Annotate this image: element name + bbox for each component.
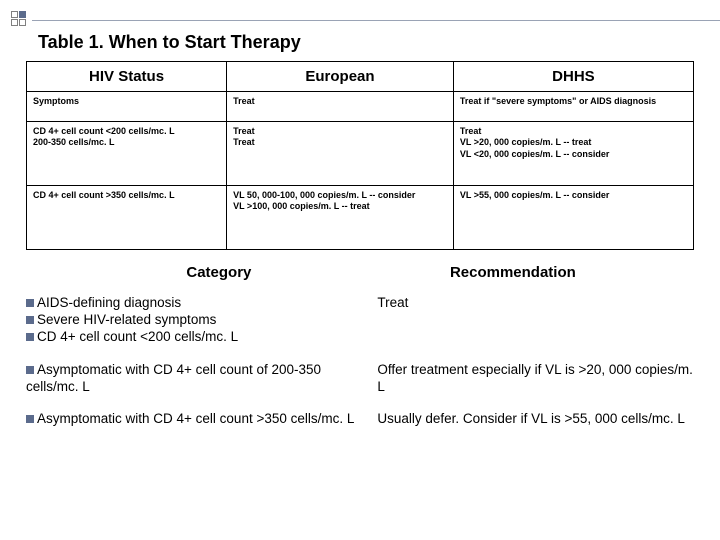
cell: CD 4+ cell count <200 cells/mc. L200-350…	[27, 122, 227, 186]
list-item: AIDS-defining diagnosisSevere HIV-relate…	[26, 295, 694, 346]
therapy-table: HIV Status European DHHS Symptoms Treat …	[26, 61, 694, 250]
table-title: Table 1. When to Start Therapy	[38, 32, 694, 53]
bullet-line: CD 4+ cell count <200 cells/mc. L	[26, 329, 373, 346]
cell: VL >55, 000 copies/m. L -- consider	[453, 186, 693, 250]
col-header-status: HIV Status	[27, 62, 227, 92]
category-cell: Asymptomatic with CD 4+ cell count >350 …	[26, 411, 373, 428]
slide: Table 1. When to Start Therapy HIV Statu…	[0, 0, 720, 452]
cell: TreatVL >20, 000 copies/m. L -- treatVL …	[453, 122, 693, 186]
recommendation-cell: Treat	[373, 295, 694, 346]
col-header-dhhs: DHHS	[453, 62, 693, 92]
category-cell: AIDS-defining diagnosisSevere HIV-relate…	[26, 295, 373, 346]
cell: CD 4+ cell count >350 cells/mc. L	[27, 186, 227, 250]
recommendation-cell: Offer treatment especially if VL is >20,…	[373, 362, 694, 396]
bullet-line: Asymptomatic with CD 4+ cell count of 20…	[26, 362, 373, 396]
cell: TreatTreat	[227, 122, 454, 186]
table-row: CD 4+ cell count <200 cells/mc. L200-350…	[27, 122, 694, 186]
category-cell: Asymptomatic with CD 4+ cell count of 20…	[26, 362, 373, 396]
recommendation-list: AIDS-defining diagnosisSevere HIV-relate…	[26, 295, 694, 428]
subheader-category: Category	[66, 264, 372, 281]
bullet-icon	[26, 316, 34, 324]
cell: Treat if "severe symptoms" or AIDS diagn…	[453, 92, 693, 122]
bullet-icon	[26, 366, 34, 374]
table-row: CD 4+ cell count >350 cells/mc. L VL 50,…	[27, 186, 694, 250]
bullet-icon	[26, 299, 34, 307]
top-rule	[32, 20, 720, 21]
subheader-recommendation: Recommendation	[372, 264, 654, 281]
cell: Treat	[227, 92, 454, 122]
table-header-row: HIV Status European DHHS	[27, 62, 694, 92]
list-item: Asymptomatic with CD 4+ cell count of 20…	[26, 362, 694, 396]
list-item: Asymptomatic with CD 4+ cell count >350 …	[26, 411, 694, 428]
bullet-icon	[26, 333, 34, 341]
bullet-line: Severe HIV-related symptoms	[26, 312, 373, 329]
bullet-line: AIDS-defining diagnosis	[26, 295, 373, 312]
recommendation-cell: Usually defer. Consider if VL is >55, 00…	[373, 411, 694, 428]
bullet-icon	[26, 415, 34, 423]
cell: Symptoms	[27, 92, 227, 122]
corner-ornament	[11, 11, 29, 29]
col-header-european: European	[227, 62, 454, 92]
cell: VL 50, 000-100, 000 copies/m. L -- consi…	[227, 186, 454, 250]
bullet-line: Asymptomatic with CD 4+ cell count >350 …	[26, 411, 373, 428]
subheader-row: Category Recommendation	[26, 264, 694, 281]
table-row: Symptoms Treat Treat if "severe symptoms…	[27, 92, 694, 122]
